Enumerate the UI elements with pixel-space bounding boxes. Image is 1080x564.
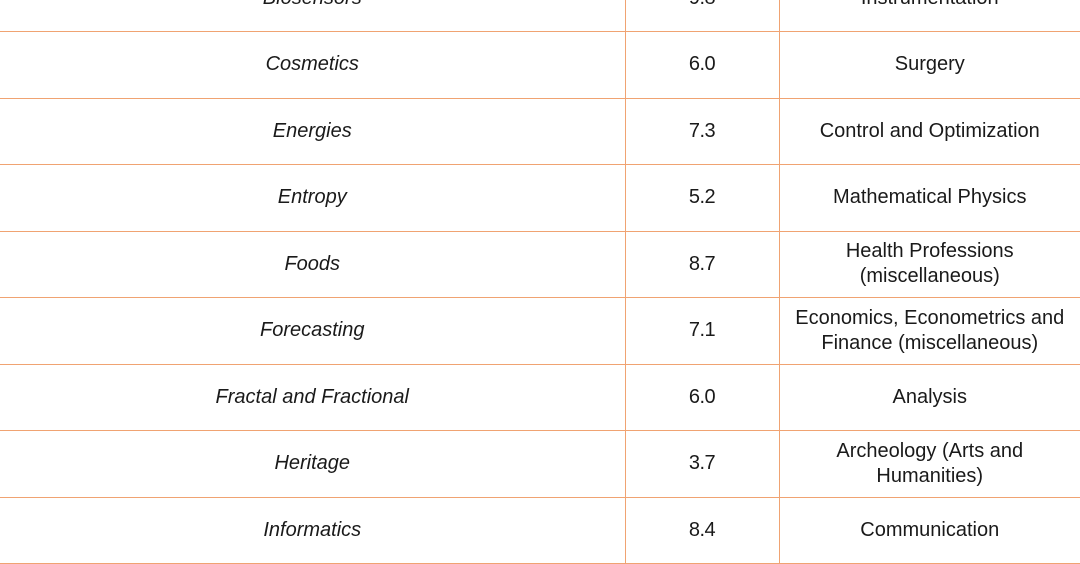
score-cell: 6.0 [624,31,780,99]
table-row: Fractal and Fractional 6.0 Analysis [0,363,1080,431]
score-cell: 6.0 [624,363,780,431]
table-row: Heritage 3.7 Archeology (Arts and Humani… [0,430,1080,498]
score-cell: 7.3 [624,97,780,165]
score-cell: 7.1 [624,297,780,365]
journal-name-cell: Heritage [0,430,626,498]
score-cell: 3.7 [624,430,780,498]
journal-name-cell: Foods [0,230,626,298]
score-cell: 9.8 [624,0,780,32]
category-cell: Instrumentation [778,0,1080,32]
category-cell: Communication [778,496,1080,564]
table-row: Cosmetics 6.0 Surgery [0,31,1080,99]
table-row: Energies 7.3 Control and Optimization [0,97,1080,165]
category-cell: Analysis [778,363,1080,431]
category-cell: Surgery [778,31,1080,99]
score-cell: 8.4 [624,496,780,564]
journal-name-cell: Forecasting [0,297,626,365]
journal-name-cell: Biosensors [0,0,626,32]
score-cell: 8.7 [624,230,780,298]
score-cell: 5.2 [624,164,780,232]
category-cell: Economics, Econometrics and Finance (mis… [778,297,1080,365]
journal-name-cell: Cosmetics [0,31,626,99]
table-row: Entropy 5.2 Mathematical Physics [0,164,1080,232]
category-cell: Mathematical Physics [778,164,1080,232]
journal-name-cell: Informatics [0,496,626,564]
table-row: Biosensors 9.8 Instrumentation [0,0,1080,32]
category-cell: Health Professions (miscellaneous) [778,230,1080,298]
table-row: Forecasting 7.1 Economics, Econometrics … [0,297,1080,365]
journal-name-cell: Energies [0,97,626,165]
category-cell: Control and Optimization [778,97,1080,165]
journal-name-cell: Entropy [0,164,626,232]
category-cell: Archeology (Arts and Humanities) [778,430,1080,498]
table-row: Foods 8.7 Health Professions (miscellane… [0,230,1080,298]
table-row: Informatics 8.4 Communication [0,496,1080,564]
journal-name-cell: Fractal and Fractional [0,363,626,431]
